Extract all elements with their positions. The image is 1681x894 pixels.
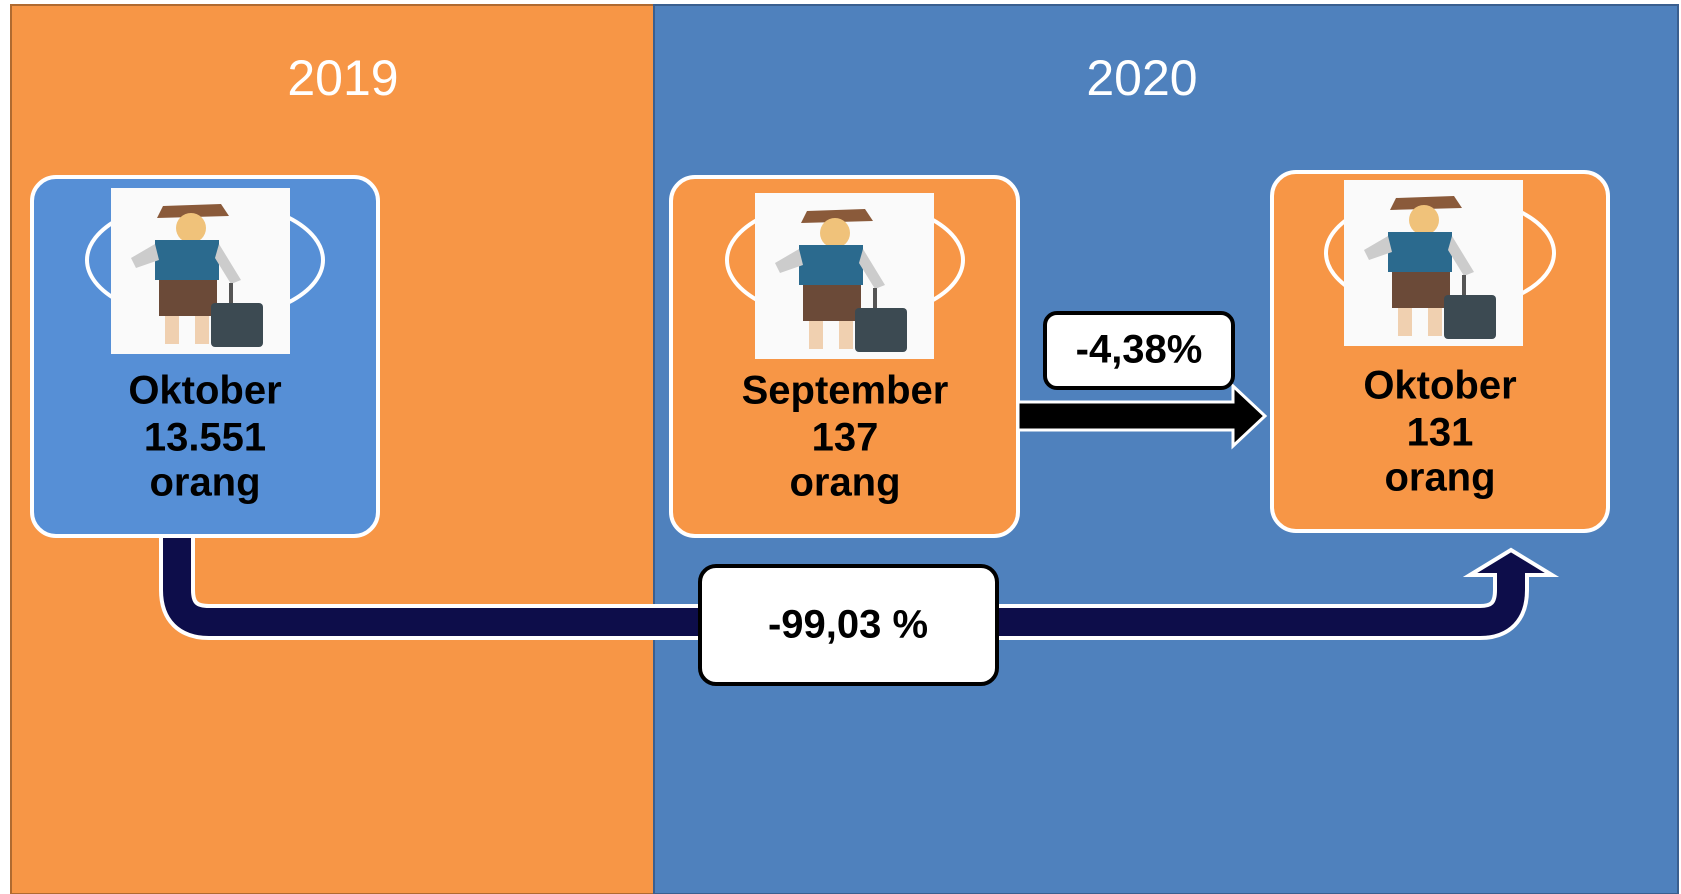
card-month: September [742, 369, 949, 413]
card: September 137 orang [669, 175, 1020, 538]
card-count: 131 [1407, 411, 1474, 455]
change-box [1043, 311, 1235, 390]
card-unit: orang [149, 461, 260, 505]
card-unit: orang [1384, 456, 1495, 500]
card-month: Oktober [1363, 364, 1516, 408]
change-label: -99,03 % [768, 603, 928, 647]
card-count: 13.551 [144, 416, 266, 460]
change-label: -4,38% [1076, 328, 1203, 372]
card-unit: orang [789, 461, 900, 505]
card-month: Oktober [128, 369, 281, 413]
change-box [698, 564, 999, 686]
card-count: 137 [812, 416, 879, 460]
card: Oktober 131 orang [1270, 170, 1610, 533]
card: Oktober 13.551 orang [30, 175, 380, 538]
year-label: 2019 [287, 50, 398, 106]
arrow [1016, 382, 1268, 450]
year-label: 2020 [1086, 50, 1197, 106]
